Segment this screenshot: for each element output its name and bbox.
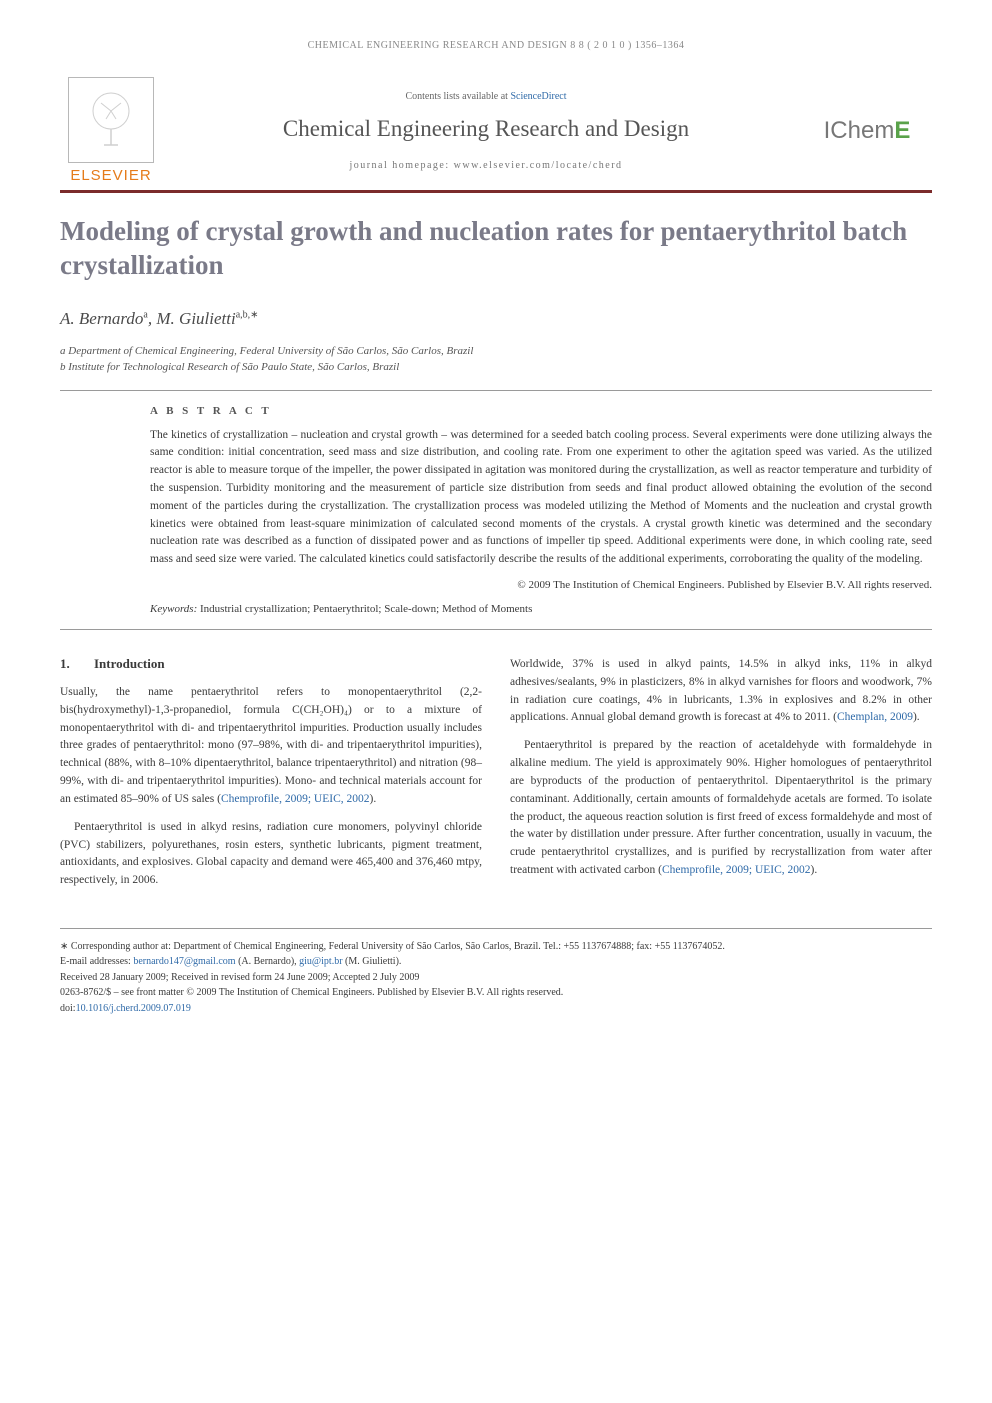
- received-line: Received 28 January 2009; Received in re…: [60, 970, 932, 986]
- elsevier-tree-icon: [68, 77, 154, 163]
- author-2-affil: a,b,∗: [236, 309, 259, 320]
- section-1-number: 1.: [60, 656, 94, 672]
- email-1-who: (A. Bernardo),: [236, 956, 300, 967]
- body-columns: 1.Introduction Usually, the name pentaer…: [60, 656, 932, 900]
- para-3-citation[interactable]: Chemplan, 2009: [837, 711, 913, 723]
- running-header: CHEMICAL ENGINEERING RESEARCH AND DESIGN…: [60, 40, 932, 51]
- author-list: A. Bernardoa, M. Giuliettia,b,∗: [60, 309, 932, 329]
- icheme-text: IChem: [824, 117, 895, 144]
- rule-below-abstract: [60, 629, 932, 630]
- para-2: Pentaerythritol is used in alkyd resins,…: [60, 819, 482, 890]
- column-right: Worldwide, 37% is used in alkyd paints, …: [510, 656, 932, 900]
- keywords-text: Industrial crystallization; Pentaerythri…: [197, 603, 532, 615]
- doi-line: doi:10.1016/j.cherd.2009.07.019: [60, 1001, 932, 1017]
- corresponding-author: ∗ Corresponding author at: Department of…: [60, 939, 932, 955]
- email-line: E-mail addresses: bernardo147@gmail.com …: [60, 954, 932, 970]
- icheme-e: E: [894, 117, 910, 144]
- footer-block: ∗ Corresponding author at: Department of…: [60, 928, 932, 1017]
- sciencedirect-link[interactable]: ScienceDirect: [510, 91, 566, 102]
- email-2[interactable]: giu@ipt.br: [299, 956, 342, 967]
- masthead: ELSEVIER Contents lists available at Sci…: [60, 71, 932, 193]
- section-1-heading: 1.Introduction: [60, 656, 482, 672]
- para-4-end: ).: [811, 864, 818, 876]
- affiliation-a: a Department of Chemical Engineering, Fe…: [60, 343, 932, 360]
- para-1: Usually, the name pentaerythritol refers…: [60, 684, 482, 809]
- issn-line: 0263-8762/$ – see front matter © 2009 Th…: [60, 985, 932, 1001]
- journal-homepage: journal homepage: www.elsevier.com/locat…: [349, 160, 622, 171]
- masthead-center: Contents lists available at ScienceDirec…: [170, 71, 802, 190]
- running-header-journal: CHEMICAL ENGINEERING RESEARCH AND DESIGN: [308, 40, 568, 51]
- icheme-logo: IChemE: [824, 117, 911, 145]
- abstract-label: A B S T R A C T: [150, 405, 932, 417]
- para-4: Pentaerythritol is prepared by the react…: [510, 737, 932, 880]
- email-label: E-mail addresses:: [60, 956, 133, 967]
- para-1-end: ).: [370, 793, 377, 805]
- abstract-copyright: © 2009 The Institution of Chemical Engin…: [150, 579, 932, 591]
- email-1[interactable]: bernardo147@gmail.com: [133, 956, 235, 967]
- doi-label: doi:: [60, 1003, 76, 1014]
- para-1-citation[interactable]: Chemprofile, 2009; UEIC, 2002: [221, 793, 370, 805]
- elsevier-wordmark: ELSEVIER: [70, 167, 151, 184]
- article-title: Modeling of crystal growth and nucleatio…: [60, 215, 932, 283]
- keywords-line: Keywords: Industrial crystallization; Pe…: [150, 603, 932, 615]
- para-3-end: ).: [913, 711, 920, 723]
- abstract-text: The kinetics of crystallization – nuclea…: [150, 427, 932, 570]
- rule-above-abstract: [60, 390, 932, 391]
- journal-title: Chemical Engineering Research and Design: [283, 116, 689, 142]
- para-2-text: Pentaerythritol is used in alkyd resins,…: [60, 821, 482, 886]
- affiliations: a Department of Chemical Engineering, Fe…: [60, 343, 932, 376]
- running-header-volpages: 8 8 ( 2 0 1 0 ) 1356–1364: [570, 40, 684, 51]
- contents-available-line: Contents lists available at ScienceDirec…: [405, 91, 566, 102]
- section-1-title: Introduction: [94, 656, 165, 671]
- author-1: A. Bernardo: [60, 309, 143, 328]
- para-4-citation[interactable]: Chemprofile, 2009; UEIC, 2002: [662, 864, 811, 876]
- abstract-block: A B S T R A C T The kinetics of crystall…: [60, 405, 932, 616]
- elsevier-logo-block: ELSEVIER: [60, 71, 170, 190]
- para-1-text: Usually, the name pentaerythritol refers…: [60, 686, 482, 805]
- doi-link[interactable]: 10.1016/j.cherd.2009.07.019: [76, 1003, 191, 1014]
- affiliation-b: b Institute for Technological Research o…: [60, 359, 932, 376]
- keywords-label: Keywords:: [150, 603, 197, 615]
- para-4-text: Pentaerythritol is prepared by the react…: [510, 739, 932, 876]
- column-left: 1.Introduction Usually, the name pentaer…: [60, 656, 482, 900]
- para-3: Worldwide, 37% is used in alkyd paints, …: [510, 656, 932, 727]
- icheme-logo-block: IChemE: [802, 71, 932, 190]
- email-2-who: (M. Giulietti).: [343, 956, 402, 967]
- author-2: M. Giulietti: [156, 309, 235, 328]
- contents-prefix: Contents lists available at: [405, 91, 510, 102]
